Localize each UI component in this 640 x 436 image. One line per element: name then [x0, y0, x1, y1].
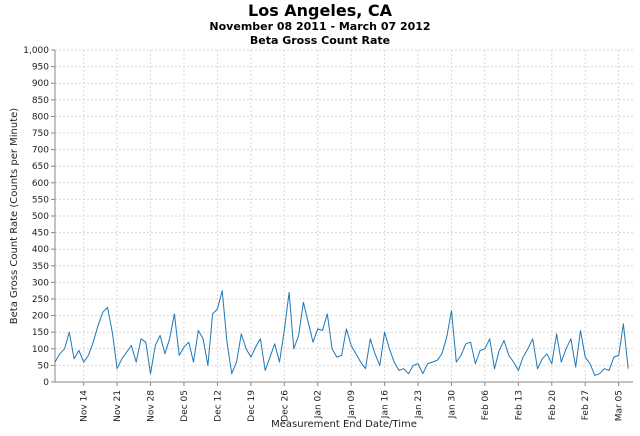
y-tick-label: 1,000: [23, 46, 49, 56]
x-tick-label: Feb 20: [548, 390, 558, 421]
x-tick-label: Nov 14: [80, 390, 90, 422]
y-tick-label: 500: [32, 212, 49, 222]
x-axis-label: Measurement End Date/Time: [271, 419, 417, 430]
y-tick-label: 250: [32, 295, 49, 305]
x-tick-label: Dec 26: [280, 390, 290, 422]
x-tick-label: Nov 28: [147, 390, 157, 422]
y-tick-label: 50: [38, 361, 50, 371]
x-tick-label: Jan 02: [314, 390, 324, 419]
x-tick-label: Dec 05: [180, 390, 190, 422]
y-tick-label: 700: [32, 146, 49, 156]
x-tick-label: Jan 16: [381, 390, 391, 419]
y-tick-label: 400: [32, 245, 49, 255]
y-axis-label: Beta Gross Count Rate (Counts per Minute…: [9, 108, 20, 325]
x-tick-label: Mar 05: [615, 390, 625, 421]
x-tick-label: Feb 13: [514, 390, 524, 420]
y-tick-label: 300: [32, 278, 49, 288]
y-tick-label: 450: [32, 229, 49, 239]
series-line: [54, 290, 629, 376]
x-tick-label: Jan 09: [347, 390, 357, 419]
x-tick-label: Dec 12: [213, 390, 223, 422]
y-tick-label: 200: [32, 312, 49, 322]
y-tick-label: 0: [43, 378, 49, 388]
chart-subtitle-metric: Beta Gross Count Rate: [249, 34, 391, 47]
y-tick-label: 950: [32, 63, 49, 73]
chart-title: Los Angeles, CA: [248, 1, 392, 20]
x-tick-label: Feb 06: [481, 390, 491, 421]
x-tick-label: Jan 30: [447, 390, 457, 419]
y-tick-label: 750: [32, 129, 49, 139]
y-tick-label: 150: [32, 328, 49, 338]
y-tick-label: 800: [32, 112, 49, 122]
x-tick-label: Nov 21: [113, 390, 123, 422]
y-tick-label: 650: [32, 162, 49, 172]
y-tick-label: 600: [32, 179, 49, 189]
y-tick-label: 350: [32, 262, 49, 272]
y-tick-label: 850: [32, 96, 49, 106]
y-tick-label: 900: [32, 79, 49, 89]
x-tick-label: Feb 27: [581, 390, 591, 420]
x-tick-label: Jan 23: [414, 390, 424, 419]
y-tick-label: 100: [32, 345, 49, 355]
x-tick-label: Dec 19: [247, 390, 257, 422]
y-tick-label: 550: [32, 195, 49, 205]
chart-subtitle-dates: November 08 2011 - March 07 2012: [209, 20, 431, 33]
